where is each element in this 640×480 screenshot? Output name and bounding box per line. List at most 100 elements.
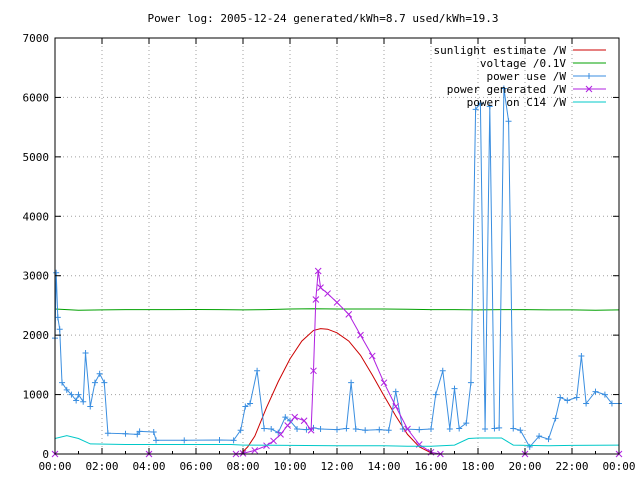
x-tick-label: 06:00 [179,460,212,473]
data-point-marker [324,290,331,297]
data-point-marker [482,426,489,433]
data-point-marker [53,269,60,276]
data-point-marker [284,422,292,429]
data-point-marker [592,388,599,395]
data-point-marker [392,403,400,410]
series-4 [54,435,620,447]
y-tick-label: 1000 [23,389,50,402]
data-point-marker [56,326,63,333]
data-point-marker [552,415,559,422]
data-point-marker [517,427,524,434]
series-2 [52,85,622,450]
series-1 [54,308,620,311]
data-point-marker [439,367,446,374]
data-point-marker [291,413,299,421]
x-tick-label: 00:00 [38,460,71,473]
legend-marker [586,73,592,79]
data-point-marker [307,426,315,434]
legend-label: power generated /W [447,83,567,96]
data-point-marker [310,367,317,375]
data-point-marker [416,426,423,433]
data-point-marker [446,426,453,433]
y-tick-label: 2000 [23,329,50,342]
data-point-marker [385,427,392,434]
data-point-marker [564,397,571,404]
y-tick-label: 3000 [23,270,50,283]
data-point-marker [500,85,507,92]
data-point-marker [242,403,249,410]
x-tick-label: 12:00 [320,460,353,473]
data-point-marker [216,437,223,444]
y-tick-label: 7000 [23,32,50,45]
data-point-marker [230,437,237,444]
x-tick-label: 18:00 [461,460,494,473]
data-point-marker [362,427,369,434]
axes: 0 1000 2000 3000 4000 5000 6000 7000 00:00 02:00 0… [23,32,636,473]
data-point-marker [237,427,244,434]
data-point-marker [399,426,406,433]
data-point-marker [282,414,289,421]
data-point-marker [268,426,275,433]
data-point-marker [505,118,512,125]
series-3 [51,267,623,458]
x-tick-label: 22:00 [555,460,588,473]
x-tick-label: 20:00 [508,460,541,473]
data-point-marker [392,388,399,395]
legend-label: voltage /0.1V [480,57,566,70]
data-point-marker [557,394,564,401]
data-point-marker [451,385,458,392]
data-point-marker [491,425,498,432]
data-point-marker [536,433,543,440]
data-point-marker [82,349,89,356]
data-point-marker [314,267,322,275]
y-tick-label: 6000 [23,91,50,104]
data-point-marker [317,284,324,291]
legend-label: power use /W [487,70,567,83]
data-point-marker [456,425,463,432]
data-point-marker [63,386,70,393]
data-point-marker [101,379,108,386]
x-tick-label: 16:00 [414,460,447,473]
legend-label: power on C14 /W [467,96,567,109]
data-point-marker [343,425,350,432]
data-point-marker [300,417,308,425]
data-point-marker [59,379,66,386]
data-point-marker [136,428,143,435]
data-point-marker [352,426,359,433]
data-point-marker [251,447,259,454]
series-0 [240,328,434,455]
data-point-marker [477,100,484,107]
data-point-marker [510,425,517,432]
data-point-marker [404,425,411,433]
data-point-marker [91,379,98,386]
x-tick-label: 08:00 [226,460,259,473]
data-point-marker [348,379,355,386]
grid-lines [55,38,619,454]
data-point-marker [583,400,590,407]
chart-title: Power log: 2005-12-24 generated/kWh=8.7 … [148,12,499,25]
data-point-marker [526,443,533,450]
data-point-marker [122,430,129,437]
data-point-marker [312,296,320,303]
x-tick-label: 10:00 [273,460,306,473]
data-point-marker [54,314,61,321]
data-point-marker [75,391,82,398]
data-point-marker [153,437,160,444]
x-tick-label: 00:00 [602,460,635,473]
data-point-marker [463,420,470,427]
data-point-marker [87,403,94,410]
data-point-marker [334,426,340,433]
data-point-marker [428,426,434,433]
legend-label: sunlight estimate /W [434,44,567,57]
data-point-marker [368,352,376,360]
data-point-marker [277,431,284,438]
data-point-marker [380,379,388,387]
data-point-marker [496,424,503,431]
data-point-marker [545,436,552,443]
data-point-marker [608,400,615,407]
data-point-marker [601,391,608,398]
series-line [54,435,620,447]
x-tick-label: 02:00 [85,460,118,473]
series-line [240,328,434,455]
